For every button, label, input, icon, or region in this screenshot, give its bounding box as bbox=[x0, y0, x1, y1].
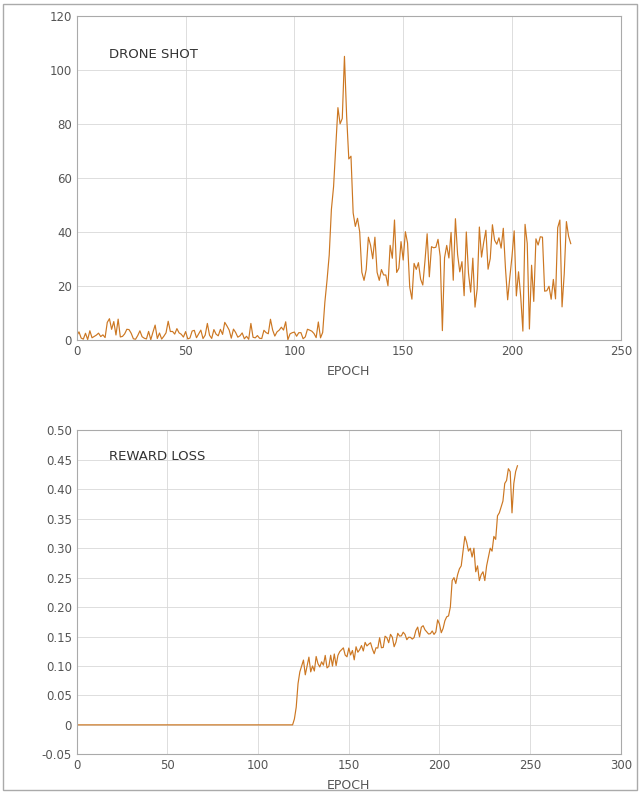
Text: REWARD LOSS: REWARD LOSS bbox=[109, 450, 206, 463]
Text: DRONE SHOT: DRONE SHOT bbox=[109, 48, 198, 61]
X-axis label: EPOCH: EPOCH bbox=[327, 779, 371, 792]
X-axis label: EPOCH: EPOCH bbox=[327, 364, 371, 378]
